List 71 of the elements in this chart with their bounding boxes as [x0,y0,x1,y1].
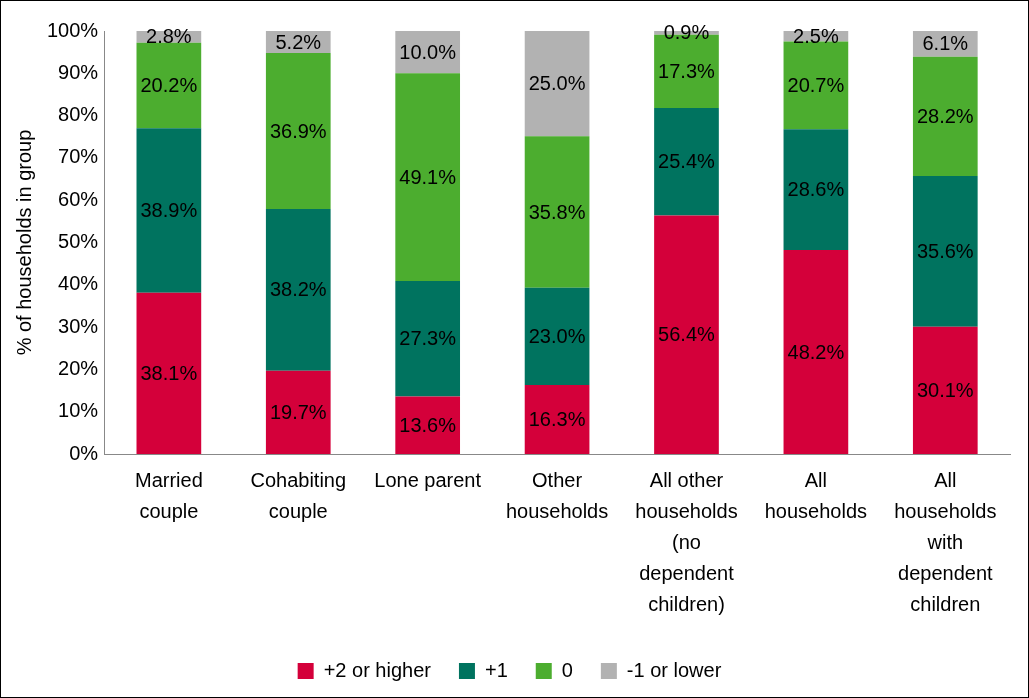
y-tick-label: 20% [58,356,99,379]
data-label: 5.2% [275,30,322,53]
bar [524,385,590,454]
y-tick-label: 10% [58,399,99,422]
y-tick-label: 80% [58,103,99,126]
bar [783,129,849,251]
x-tick-label: Other households [505,469,609,523]
x-tick-label: Married couple [134,469,203,523]
data-label: 16.3% [528,408,586,431]
y-tick-label: 40% [58,272,99,295]
data-label: 28.6% [787,178,845,201]
data-label: 20.2% [140,74,198,97]
bar [136,42,202,129]
y-tick-label: 60% [58,187,99,210]
y-tick-label: 30% [58,314,99,337]
data-label: 36.9% [269,119,327,142]
legend-label: -1 or lower [626,658,722,681]
bar [912,326,978,454]
data-label: 2.8% [146,25,192,48]
x-tick-label: All households with dependent children [894,469,997,616]
bar [395,73,461,281]
data-label: 25.0% [528,71,586,94]
data-label: 13.6% [399,413,457,436]
data-label: 35.6% [916,239,974,262]
data-label: 19.7% [269,400,327,423]
bar [912,56,978,177]
data-label: 35.8% [528,200,586,223]
data-label: 20.7% [787,73,845,96]
data-label: 28.2% [916,104,974,127]
bar [395,396,461,454]
y-tick-label: 50% [58,230,99,253]
data-label: 27.3% [399,327,457,350]
y-tick-label: 100% [47,18,99,41]
bar [395,280,461,397]
bar [265,53,331,210]
data-label: 10.0% [399,40,457,63]
data-label: 23.0% [528,324,586,347]
data-label: 6.1% [922,32,969,55]
data-label: 38.9% [140,199,198,222]
data-label: 2.5% [793,24,839,47]
bar [912,176,978,327]
bar [265,209,331,371]
bar [136,128,202,293]
data-label: 48.2% [787,340,845,363]
data-label: 30.1% [916,378,974,401]
y-tick-label: 0% [69,441,99,464]
legend-label: 0 [561,658,573,681]
x-tick-label: Cohabiting couple [250,469,347,523]
x-tick-label: Lone parent [374,469,482,492]
bar [783,250,849,454]
data-label: 49.1% [399,165,457,188]
bar [783,41,849,130]
bar [524,287,590,386]
data-label: 25.4% [658,150,716,173]
legend-label: +2 or higher [323,658,432,681]
y-tick-label: 70% [58,145,99,168]
legend-label: +1 [484,658,508,681]
bar [654,215,719,454]
data-label: 38.1% [140,361,198,384]
bar [136,292,202,454]
bar [265,370,331,454]
bar [524,136,590,288]
data-label: 38.2% [269,278,327,301]
y-axis-title: % of households in group [12,129,35,356]
data-label: 56.4% [658,323,716,346]
x-tick-label: All households [764,469,868,523]
bar [524,31,590,137]
y-tick-label: 90% [58,60,99,83]
bar [654,107,719,216]
data-label: 17.3% [658,59,716,82]
x-tick-label: All other households (no dependent children) [635,469,738,616]
